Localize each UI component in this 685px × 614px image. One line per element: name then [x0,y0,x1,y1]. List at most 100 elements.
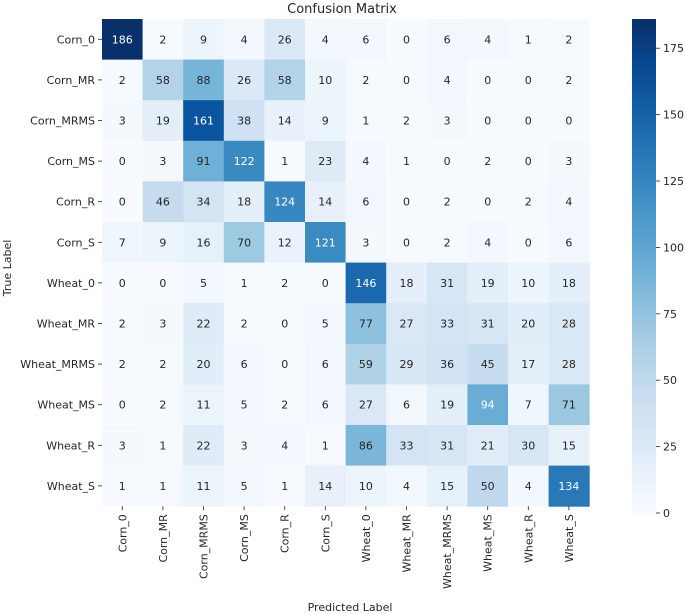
cell-Wheat_S-Corn_MRMS [183,465,225,507]
y-tick-label: Wheat_0 [47,277,95,290]
cell-value: 30 [521,439,535,452]
cell-Wheat_MS-Wheat_R [508,384,550,426]
cell-value: 94 [481,399,495,412]
cell-Corn_MRMS-Corn_0 [102,100,144,142]
cell-value: 6 [322,358,329,371]
cell-Corn_MR-Corn_MS [223,59,265,101]
x-tick-label: Corn_0 [116,514,129,552]
y-tick-label: Wheat_MRMS [20,358,95,371]
cell-Corn_S-Wheat_S [548,222,590,264]
cell-Corn_MRMS-Wheat_MR [386,100,428,142]
cell-value: 20 [197,358,211,371]
cell-Corn_R-Corn_0 [102,181,144,223]
cell-value: 2 [119,74,126,87]
cell-value: 0 [444,155,451,168]
cell-Wheat_MR-Wheat_MRMS [426,303,468,345]
y-tick-label: Corn_R [56,196,95,209]
cell-Wheat_MRMS-Wheat_MRMS [426,343,468,385]
cell-value: 0 [119,399,126,412]
cell-Wheat_S-Wheat_MR [386,465,428,507]
cell-value: 2 [362,74,369,87]
cell-value: 1 [281,155,288,168]
cell-value: 0 [525,236,532,249]
cell-value: 33 [400,439,414,452]
cell-Wheat_0-Corn_S [305,262,347,304]
cell-Wheat_0-Wheat_MS [467,262,509,304]
cell-value: 0 [119,196,126,209]
cell-Wheat_R-Wheat_0 [345,425,387,467]
cell-Wheat_MR-Corn_R [264,303,306,345]
x-tick-label: Wheat_MRMS [441,514,454,589]
cell-Corn_MS-Corn_MRMS [183,140,225,182]
cell-Corn_0-Wheat_MRMS [426,19,468,61]
cell-value: 3 [119,115,126,128]
cell-Wheat_MRMS-Wheat_MS [467,343,509,385]
colorbar-tick-label: 175 [663,42,684,55]
cell-value: 4 [403,480,410,493]
cell-Corn_MRMS-Wheat_R [508,100,550,142]
cell-Wheat_MRMS-Wheat_S [548,343,590,385]
cell-Wheat_R-Wheat_R [508,425,550,467]
cell-value: 50 [481,480,495,493]
cell-Corn_S-Corn_0 [102,222,144,264]
x-tick-label: Wheat_0 [360,514,373,562]
cell-value: 38 [237,115,251,128]
cell-Corn_MS-Wheat_MR [386,140,428,182]
cell-value: 58 [156,74,170,87]
x-axis-label: Predicted Label [308,601,393,614]
cell-Corn_MR-Corn_MR [142,59,184,101]
cell-Wheat_MS-Corn_MRMS [183,384,225,426]
cell-value: 2 [159,33,166,46]
cell-Wheat_MR-Wheat_MR [386,303,428,345]
cell-Corn_MS-Corn_MS [223,140,265,182]
cell-Wheat_MS-Corn_0 [102,384,144,426]
cell-Wheat_MS-Wheat_S [548,384,590,426]
cell-Wheat_MRMS-Wheat_0 [345,343,387,385]
cell-value: 0 [403,236,410,249]
cell-value: 0 [281,318,288,331]
cell-Corn_MS-Wheat_R [508,140,550,182]
cell-Corn_MS-Corn_S [305,140,347,182]
y-tick-label: Corn_MR [47,74,96,87]
cell-Wheat_R-Corn_0 [102,425,144,467]
cell-value: 1 [119,480,126,493]
cell-Wheat_MS-Wheat_MRMS [426,384,468,426]
cell-Wheat_MRMS-Corn_R [264,343,306,385]
cell-value: 36 [440,358,454,371]
x-tick-label: Corn_MRMS [198,514,211,579]
cell-value: 4 [281,439,288,452]
cell-Wheat_0-Wheat_MRMS [426,262,468,304]
cell-value: 1 [322,439,329,452]
cell-Wheat_MRMS-Corn_S [305,343,347,385]
cell-value: 7 [525,399,532,412]
cell-Wheat_0-Corn_0 [102,262,144,304]
cell-value: 2 [484,155,491,168]
cell-value: 18 [400,277,414,290]
cell-value: 27 [359,399,373,412]
cell-value: 161 [193,115,214,128]
cell-Wheat_MR-Wheat_0 [345,303,387,345]
cell-Corn_S-Wheat_MS [467,222,509,264]
cell-Corn_S-Corn_R [264,222,306,264]
cell-value: 2 [444,236,451,249]
cell-Wheat_MR-Corn_MR [142,303,184,345]
cell-Corn_MS-Corn_R [264,140,306,182]
cell-Corn_S-Wheat_MRMS [426,222,468,264]
cell-Corn_R-Corn_MRMS [183,181,225,223]
cell-value: 4 [525,480,532,493]
cell-value: 2 [159,358,166,371]
x-tick-label: Corn_R [279,514,292,553]
cell-Corn_0-Corn_S [305,19,347,61]
cell-value: 2 [119,318,126,331]
cell-value: 22 [197,439,211,452]
cell-value: 45 [481,358,495,371]
cell-value: 5 [241,480,248,493]
cell-Corn_MR-Wheat_R [508,59,550,101]
cell-Wheat_0-Corn_MR [142,262,184,304]
cell-value: 0 [484,196,491,209]
colorbar-tick-label: 150 [663,109,684,122]
cell-Corn_MRMS-Corn_MR [142,100,184,142]
y-tick-label: Wheat_S [47,480,95,493]
cell-value: 14 [318,480,332,493]
